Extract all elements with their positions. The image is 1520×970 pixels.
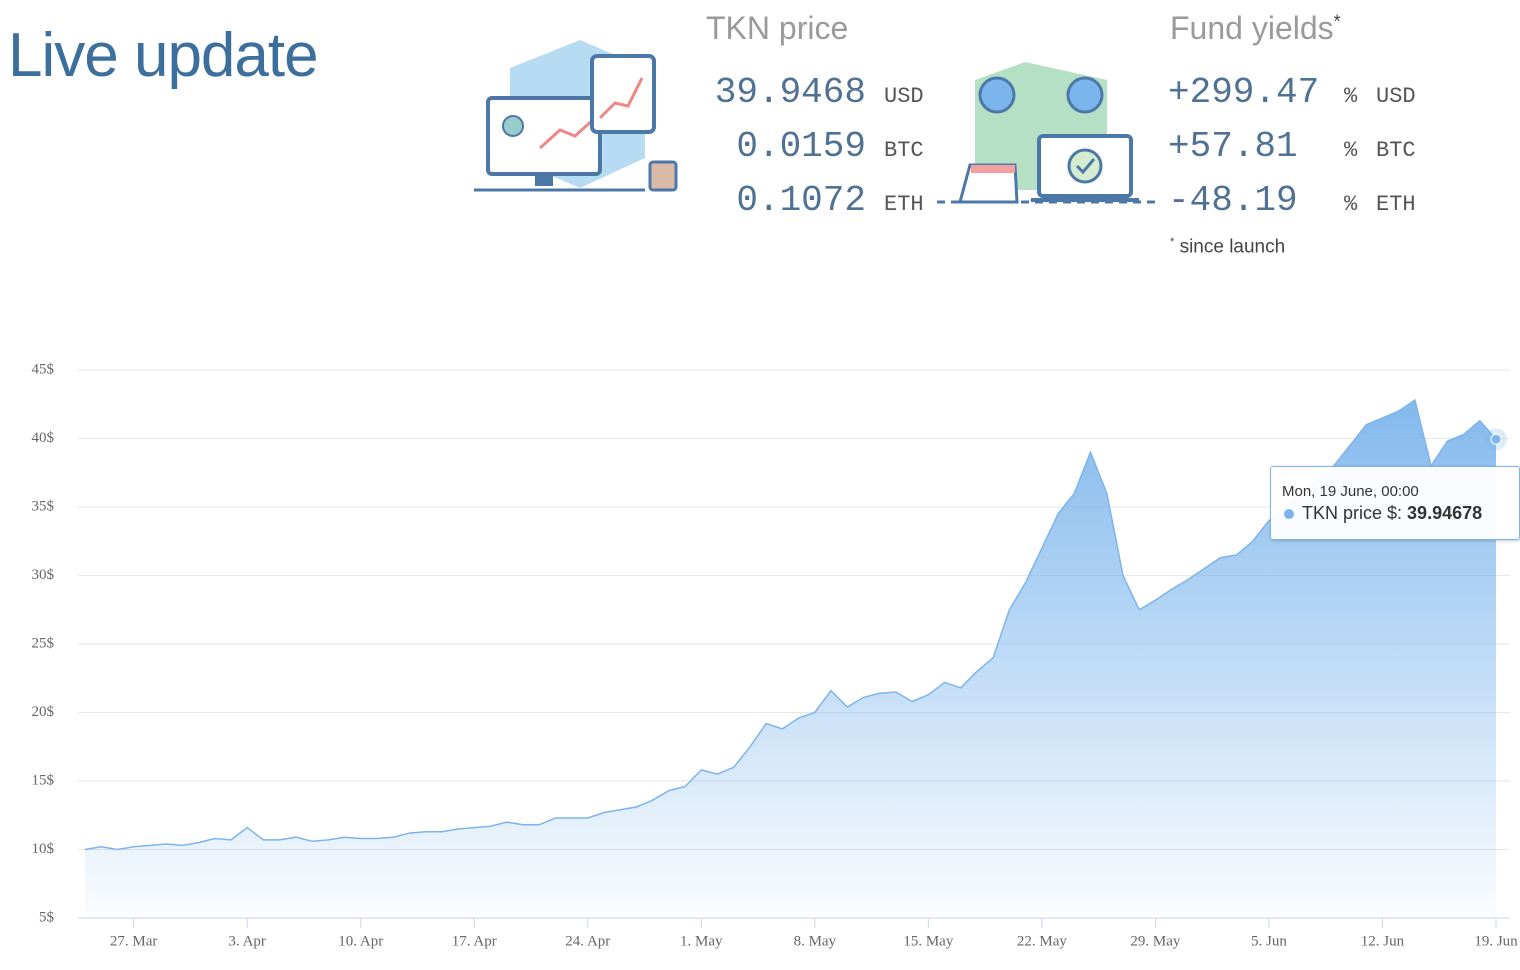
y-tick-label: 45$ [32, 361, 55, 377]
y-tick-label: 40$ [32, 430, 55, 446]
x-tick-label: 5. Jun [1251, 933, 1287, 949]
x-tick-label: 29. May [1130, 933, 1180, 949]
page-title: Live update [8, 21, 319, 90]
x-tick-label: 24. Apr [565, 933, 610, 949]
yield-unit: BTC [1376, 138, 1416, 163]
yield-percent: % [1344, 84, 1358, 109]
yields-mark: * [1333, 11, 1341, 32]
yields-title: Fund yields* [1170, 10, 1341, 47]
price-value: 0.1072 [736, 180, 866, 221]
yield-unit: USD [1376, 84, 1416, 109]
illustration-devices [474, 40, 678, 192]
x-tick-label: 22. May [1017, 933, 1067, 949]
x-tick-label: 19. Jun [1474, 933, 1518, 949]
yield-value: -48.19 [1168, 180, 1298, 221]
price-unit: USD [884, 84, 924, 109]
note-mark: * [1170, 236, 1175, 248]
price-value: 0.0159 [736, 126, 866, 167]
y-tick-label: 30$ [32, 567, 55, 583]
yield-value: +299.47 [1168, 72, 1320, 113]
x-tick-label: 12. Jun [1361, 933, 1405, 949]
y-tick-label: 15$ [32, 772, 55, 788]
area-fill [85, 400, 1496, 919]
yield-percent: % [1344, 192, 1358, 217]
illustration-laptop [937, 62, 1155, 204]
tooltip-value: 39.94678 [1407, 503, 1483, 523]
price-unit: ETH [884, 192, 924, 217]
x-tick-label: 3. Apr [228, 933, 266, 949]
x-tick-label: 8. May [794, 933, 837, 949]
area-line [84, 398, 1497, 851]
yield-unit: ETH [1376, 192, 1416, 217]
y-tick-label: 5$ [39, 909, 55, 925]
tooltip-row: TKN price $: 39.94678 [1302, 503, 1482, 524]
price-value: 39.9468 [714, 72, 866, 113]
x-tick-label: 10. Apr [338, 933, 383, 949]
yield-percent: % [1344, 138, 1358, 163]
y-tick-label: 35$ [32, 498, 55, 514]
hover-marker [1490, 433, 1502, 445]
x-tick-label: 15. May [903, 933, 953, 949]
y-tick-label: 10$ [32, 841, 55, 857]
y-tick-label: 25$ [32, 635, 55, 651]
x-tick-label: 27. Mar [110, 933, 158, 949]
tooltip-label: TKN price $: [1302, 503, 1403, 523]
tooltip-dot [1284, 509, 1294, 519]
yields-note: * since launch [1170, 236, 1285, 258]
x-tick-label: 17. Apr [452, 933, 497, 949]
x-tick-label: 1. May [680, 933, 723, 949]
price-unit: BTC [884, 138, 924, 163]
note-text: since launch [1179, 236, 1286, 258]
y-tick-label: 20$ [32, 704, 55, 720]
price-title: TKN price [706, 10, 849, 46]
tooltip: Mon, 19 June, 00:00 TKN price $: 39.9467… [1270, 466, 1520, 540]
tooltip-date: Mon, 19 June, 00:00 [1282, 483, 1419, 500]
yields-title-text: Fund yields [1170, 10, 1334, 46]
yield-value: +57.81 [1168, 126, 1298, 167]
